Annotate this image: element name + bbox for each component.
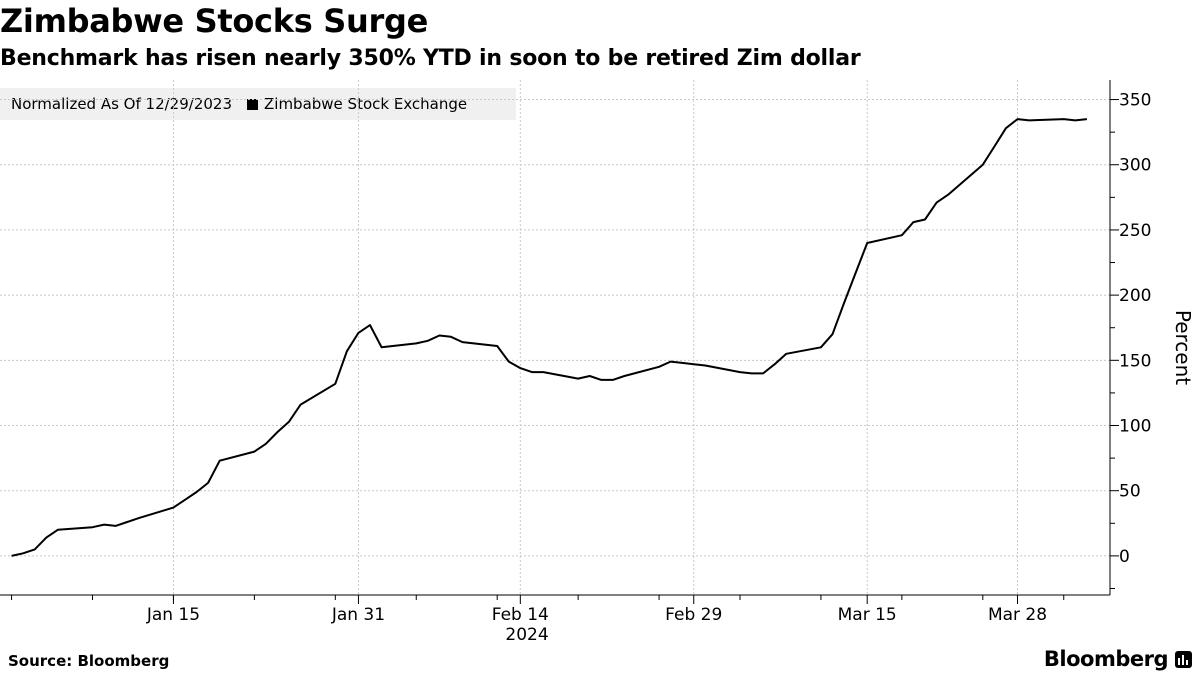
x-year-label: 2024	[505, 625, 548, 645]
y-tick-label: 250	[1119, 221, 1151, 241]
x-tick-label: Feb 14	[492, 605, 549, 625]
y-tick-label: 350	[1119, 91, 1151, 111]
y-tick-label: 50	[1119, 482, 1141, 502]
source-note: Source: Bloomberg	[8, 652, 170, 670]
legend-swatch	[247, 98, 258, 110]
y-tick-label: 100	[1119, 417, 1151, 437]
bloomberg-logo: Bloomberg	[1043, 647, 1169, 671]
y-tick-label: 150	[1119, 351, 1151, 371]
x-tick-label: Feb 29	[665, 605, 722, 625]
y-axis-label: Percent	[1171, 310, 1195, 385]
bloomberg-terminal-icon	[1175, 651, 1192, 668]
series-line-zimbabwe-stock-exchange	[11, 118, 1088, 557]
y-tick-label: 0	[1119, 547, 1130, 567]
x-tick-label: Mar 28	[988, 605, 1047, 625]
y-tick-label: 300	[1119, 156, 1151, 176]
x-tick-label: Jan 31	[331, 605, 385, 625]
chart-subtitle: Benchmark has risen nearly 350% YTD in s…	[0, 46, 861, 71]
chart-title: Zimbabwe Stocks Surge	[0, 2, 429, 40]
x-tick-label: Mar 15	[838, 605, 897, 625]
y-tick-label: 200	[1119, 286, 1151, 306]
x-tick-label: Jan 15	[146, 605, 200, 625]
